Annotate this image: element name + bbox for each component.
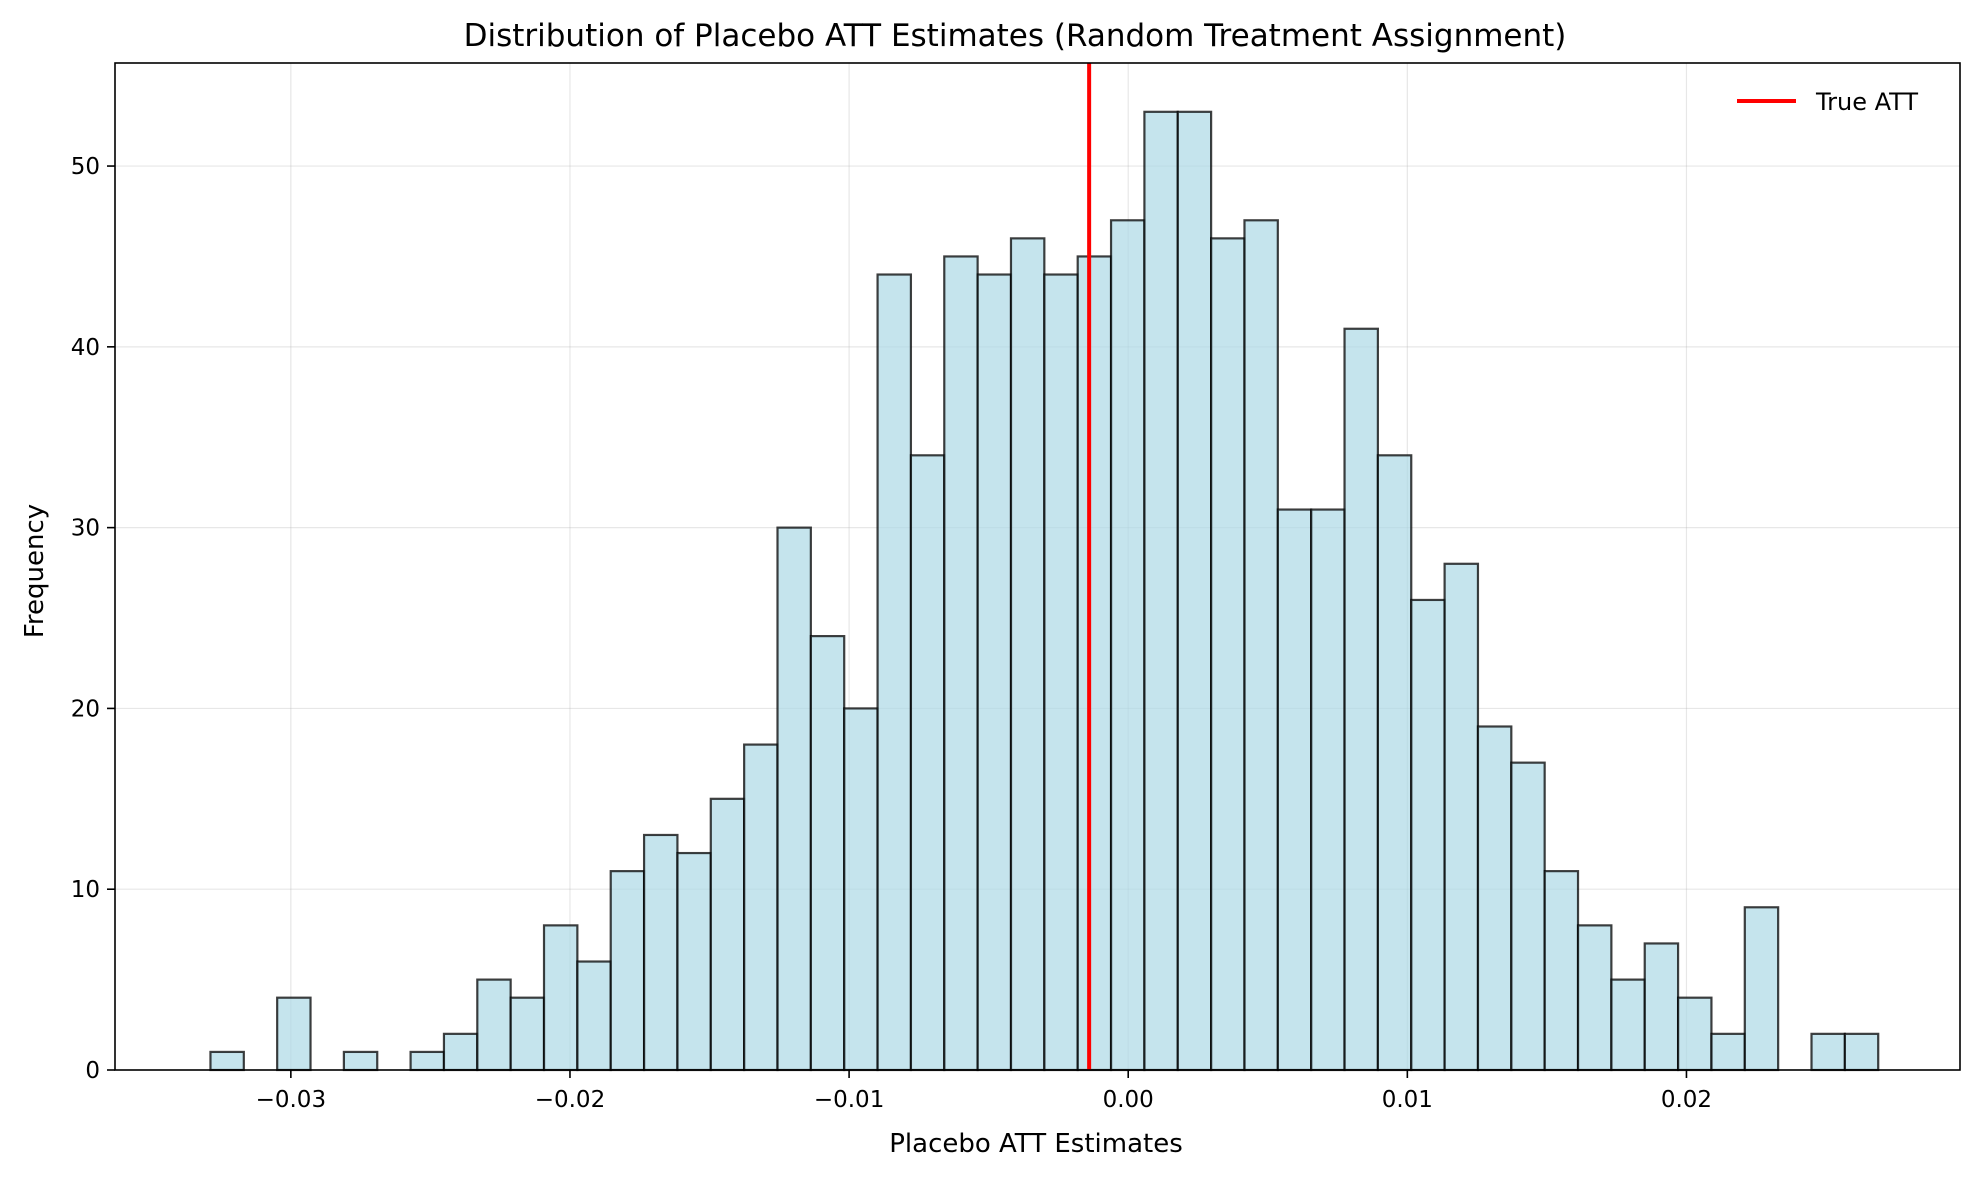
x-tick-label: 0.02 — [1661, 1087, 1712, 1113]
histogram-bar — [1510, 761, 1546, 1072]
x-tick-label: 0.01 — [1382, 1087, 1433, 1113]
histogram-bar — [843, 707, 879, 1072]
histogram-bar — [1676, 996, 1713, 1072]
histogram-bar — [1176, 110, 1213, 1072]
histogram-bar — [1343, 327, 1379, 1072]
y-tick-label: 0 — [85, 1058, 100, 1084]
x-axis-label: Placebo ATT Estimates — [889, 1129, 1183, 1159]
histogram-bar — [1843, 1032, 1880, 1072]
y-tick-label: 30 — [71, 516, 100, 542]
histogram-bar — [342, 1050, 379, 1072]
histogram-bar — [442, 1032, 479, 1072]
y-tick-label: 20 — [71, 696, 100, 722]
histogram-bar — [1076, 255, 1113, 1072]
histogram-bar — [509, 996, 546, 1072]
histogram-bar — [1109, 219, 1146, 1072]
histogram-bar — [1576, 924, 1613, 1072]
histogram-bar — [276, 996, 312, 1072]
histogram-bar — [909, 454, 946, 1072]
histogram-bar — [1376, 454, 1413, 1072]
histogram-bar — [1710, 1032, 1746, 1072]
y-axis: 0 10 20 30 40 50 — [71, 154, 115, 1084]
histogram-bar — [209, 1050, 245, 1072]
histogram-bar — [1276, 508, 1313, 1072]
x-tick-label: −0.03 — [256, 1087, 326, 1113]
histogram-bar — [1143, 110, 1179, 1072]
y-tick-label: 50 — [71, 154, 100, 180]
legend: True ATT — [1737, 88, 1918, 116]
histogram-bar — [1210, 237, 1246, 1072]
chart-title: Distribution of Placebo ATT Estimates (R… — [464, 18, 1567, 54]
x-tick-label: −0.02 — [535, 1087, 605, 1113]
histogram-bar — [943, 255, 979, 1072]
histogram-bar — [476, 978, 512, 1072]
histogram-bar — [809, 635, 846, 1072]
histogram-bar — [542, 924, 579, 1072]
histogram-bar — [676, 851, 712, 1072]
histogram-bar — [876, 273, 913, 1072]
histogram-bar — [709, 797, 746, 1072]
histogram-bar — [409, 1050, 446, 1072]
x-tick-label: −0.01 — [814, 1087, 884, 1113]
histogram-bar — [642, 833, 679, 1072]
histogram-bar — [1476, 725, 1513, 1072]
histogram-bar — [1310, 508, 1346, 1072]
histogram-bar — [1043, 273, 1079, 1072]
histogram-bar — [1410, 598, 1446, 1072]
x-tick-label: 0.00 — [1103, 1087, 1154, 1113]
plot-frame — [114, 62, 1961, 1071]
histogram-bar — [1543, 870, 1580, 1072]
histogram-bar — [1610, 978, 1646, 1072]
histogram-bar — [609, 870, 646, 1072]
histogram-bar — [576, 960, 612, 1072]
y-axis-label: Frequency — [20, 504, 50, 638]
y-tick-label: 10 — [71, 877, 100, 903]
legend-label-true-att: True ATT — [1815, 88, 1918, 116]
histogram-bar — [1743, 906, 1780, 1072]
histogram-bar — [1243, 219, 1279, 1072]
histogram-bar — [1443, 562, 1480, 1072]
x-axis: −0.03 −0.02 −0.01 0.00 0.01 0.02 — [256, 1070, 1712, 1113]
histogram-bar — [1810, 1032, 1846, 1072]
histogram-bar — [1643, 942, 1680, 1072]
histogram-bar — [743, 743, 779, 1072]
histogram-bar — [1009, 237, 1046, 1072]
histogram-bar — [976, 273, 1013, 1072]
histogram-bar — [776, 526, 812, 1072]
y-tick-label: 40 — [71, 335, 100, 361]
